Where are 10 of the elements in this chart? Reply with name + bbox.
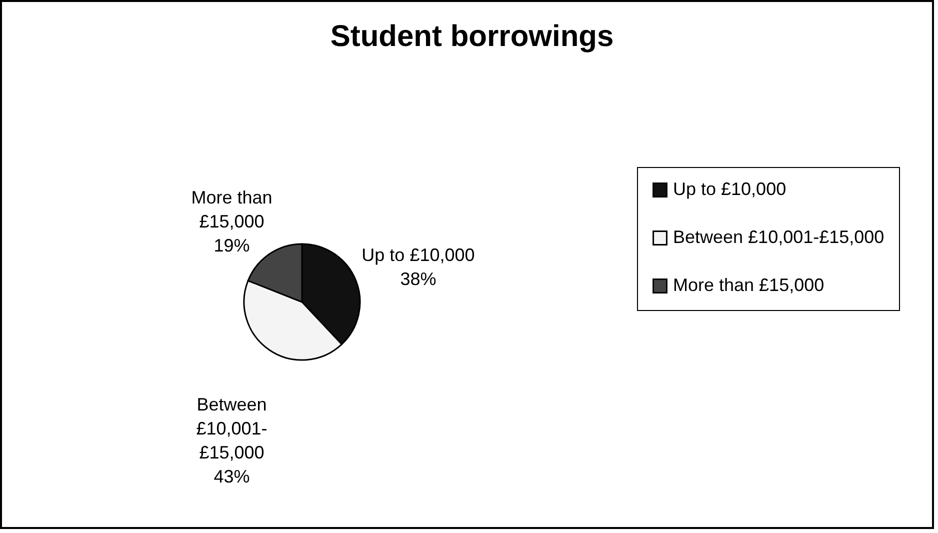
data-label: 38% — [400, 268, 436, 289]
legend-label: Between £10,001-£15,000 — [673, 227, 884, 247]
slice-label: Up to £10,000 — [362, 244, 475, 265]
slice-label: Between £10,001-£15,000 — [196, 394, 268, 462]
legend-label: Up to £10,000 — [673, 179, 786, 199]
slice-label: More than £15,000 — [191, 188, 272, 232]
data-label: 19% — [214, 236, 250, 256]
chart-title: Student borrowings — [330, 20, 614, 53]
data-label: 43% — [214, 466, 250, 486]
legend-label: More than £15,000 — [673, 275, 824, 295]
